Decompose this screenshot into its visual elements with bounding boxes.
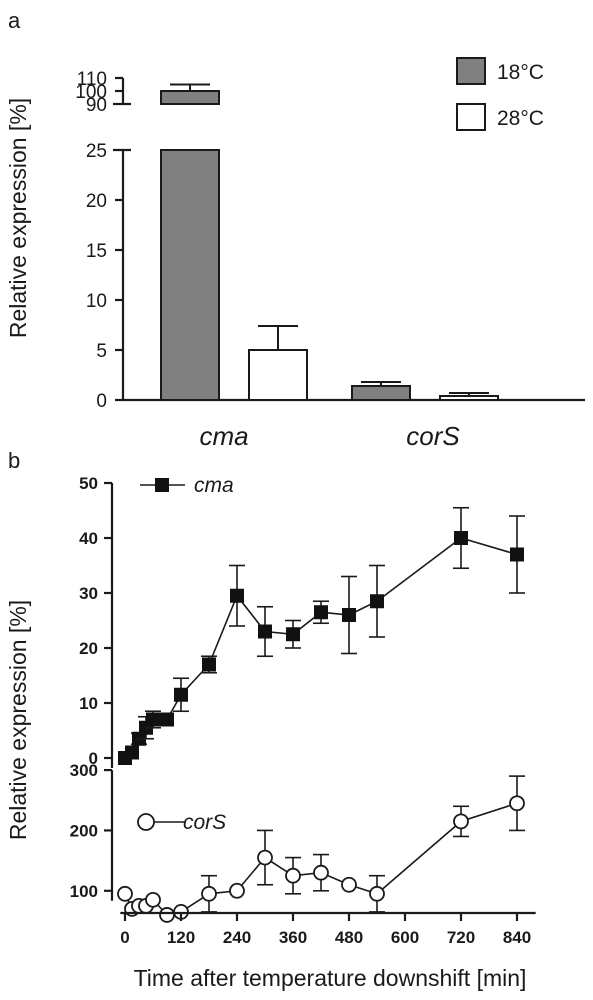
data-point-corS	[201, 885, 217, 902]
x-tick-label: 480	[335, 928, 363, 947]
x-tick-label: 840	[503, 928, 531, 947]
data-point-corS	[159, 907, 175, 923]
panel-b-x-axis-label: Time after temperature downshift [min]	[134, 965, 527, 991]
y-tick-label: 5	[96, 341, 107, 362]
y-tick-label: 20	[79, 639, 98, 658]
x-tick-label: 0	[120, 928, 129, 947]
series-line-cma	[124, 537, 518, 759]
legend-marker	[155, 478, 169, 492]
y-tick-label: 10	[79, 694, 98, 713]
y-tick-label: 0	[89, 749, 98, 768]
legend-marker	[137, 813, 155, 831]
data-point-corS	[341, 876, 357, 893]
y-tick-label: 15	[86, 241, 107, 262]
bar-cma-0-upper	[160, 90, 220, 105]
data-point-corS	[229, 882, 245, 899]
y-tick-label: 40	[79, 529, 98, 548]
y-tick-label: 100	[70, 882, 98, 901]
bar-cma-0-lower	[160, 149, 220, 401]
legend-label-0: 18°C	[497, 61, 544, 84]
data-point-corS	[313, 864, 329, 881]
legend-label-corS: corS	[183, 811, 226, 834]
data-point-cma	[202, 657, 216, 672]
y-tick-label: 300	[70, 761, 98, 780]
x-tick-label: 240	[223, 928, 251, 947]
data-point-corS	[453, 813, 469, 830]
x-tick-label: 360	[279, 928, 307, 947]
data-point-cma	[174, 687, 188, 702]
data-point-corS	[257, 849, 273, 866]
panel-b: b Relative expression [%] Time after tem…	[5, 448, 536, 991]
bar-cma-1	[248, 349, 308, 401]
panel-a-legend: 18°C 28°C	[456, 57, 544, 131]
y-tick-label: 110	[77, 69, 107, 90]
data-point-cma	[146, 712, 160, 727]
data-point-cma	[510, 547, 524, 562]
bar-corS-1	[439, 395, 499, 401]
data-point-corS	[285, 867, 301, 884]
data-point-cma	[454, 531, 468, 545]
panel-a-bars: cma corS	[160, 83, 499, 451]
panel-b-label: b	[8, 448, 20, 473]
data-point-cma	[125, 745, 139, 760]
legend-label-1: 28°C	[497, 107, 544, 130]
x-tick-label: 720	[447, 928, 475, 947]
y-tick-label: 30	[79, 584, 98, 603]
y-tick-label: 10	[86, 291, 107, 312]
data-point-cma	[342, 608, 356, 622]
y-tick-label: 25	[86, 141, 107, 162]
data-point-corS	[369, 885, 385, 902]
bar-corS-0	[351, 385, 411, 401]
y-tick-label: 90	[86, 95, 107, 116]
x-category-label-corS: corS	[406, 421, 460, 451]
panel-b-y-axis-label: Relative expression [%]	[5, 600, 31, 840]
data-point-corS	[117, 885, 133, 902]
legend-label-cma: cma	[194, 474, 234, 497]
y-tick-label: 0	[96, 391, 107, 412]
panel-b-cors-subplot: 100 200 300 corS	[70, 761, 525, 923]
y-tick-label: 50	[79, 474, 98, 493]
panel-a-y-axis-label: Relative expression [%]	[5, 98, 31, 338]
data-point-cma	[160, 712, 174, 727]
data-point-cma	[286, 627, 300, 642]
panel-b-cma-subplot: 0 10 20 30 40 50 cma	[79, 474, 525, 768]
data-point-cma	[370, 594, 384, 609]
y-tick-label: 200	[70, 821, 98, 840]
data-point-corS	[145, 891, 161, 908]
data-point-cma	[258, 624, 272, 639]
panel-a-label: a	[8, 8, 21, 33]
x-tick-label: 600	[391, 928, 419, 947]
panel-b-x-axis: 0 120 240 360 480 600 720 840	[120, 911, 536, 947]
x-category-label-cma: cma	[199, 421, 248, 451]
x-tick-label: 120	[167, 928, 195, 947]
legend-swatch-1	[456, 103, 486, 131]
panel-a: a Relative expression [%] 0 5 10 15 20 25 9010…	[5, 8, 585, 451]
data-point-cma	[314, 605, 328, 620]
data-point-cma	[230, 588, 244, 603]
y-tick-label: 20	[86, 191, 107, 212]
legend-swatch-0	[456, 57, 486, 85]
data-point-corS	[509, 795, 525, 812]
y-tick-label: 100	[75, 82, 107, 103]
